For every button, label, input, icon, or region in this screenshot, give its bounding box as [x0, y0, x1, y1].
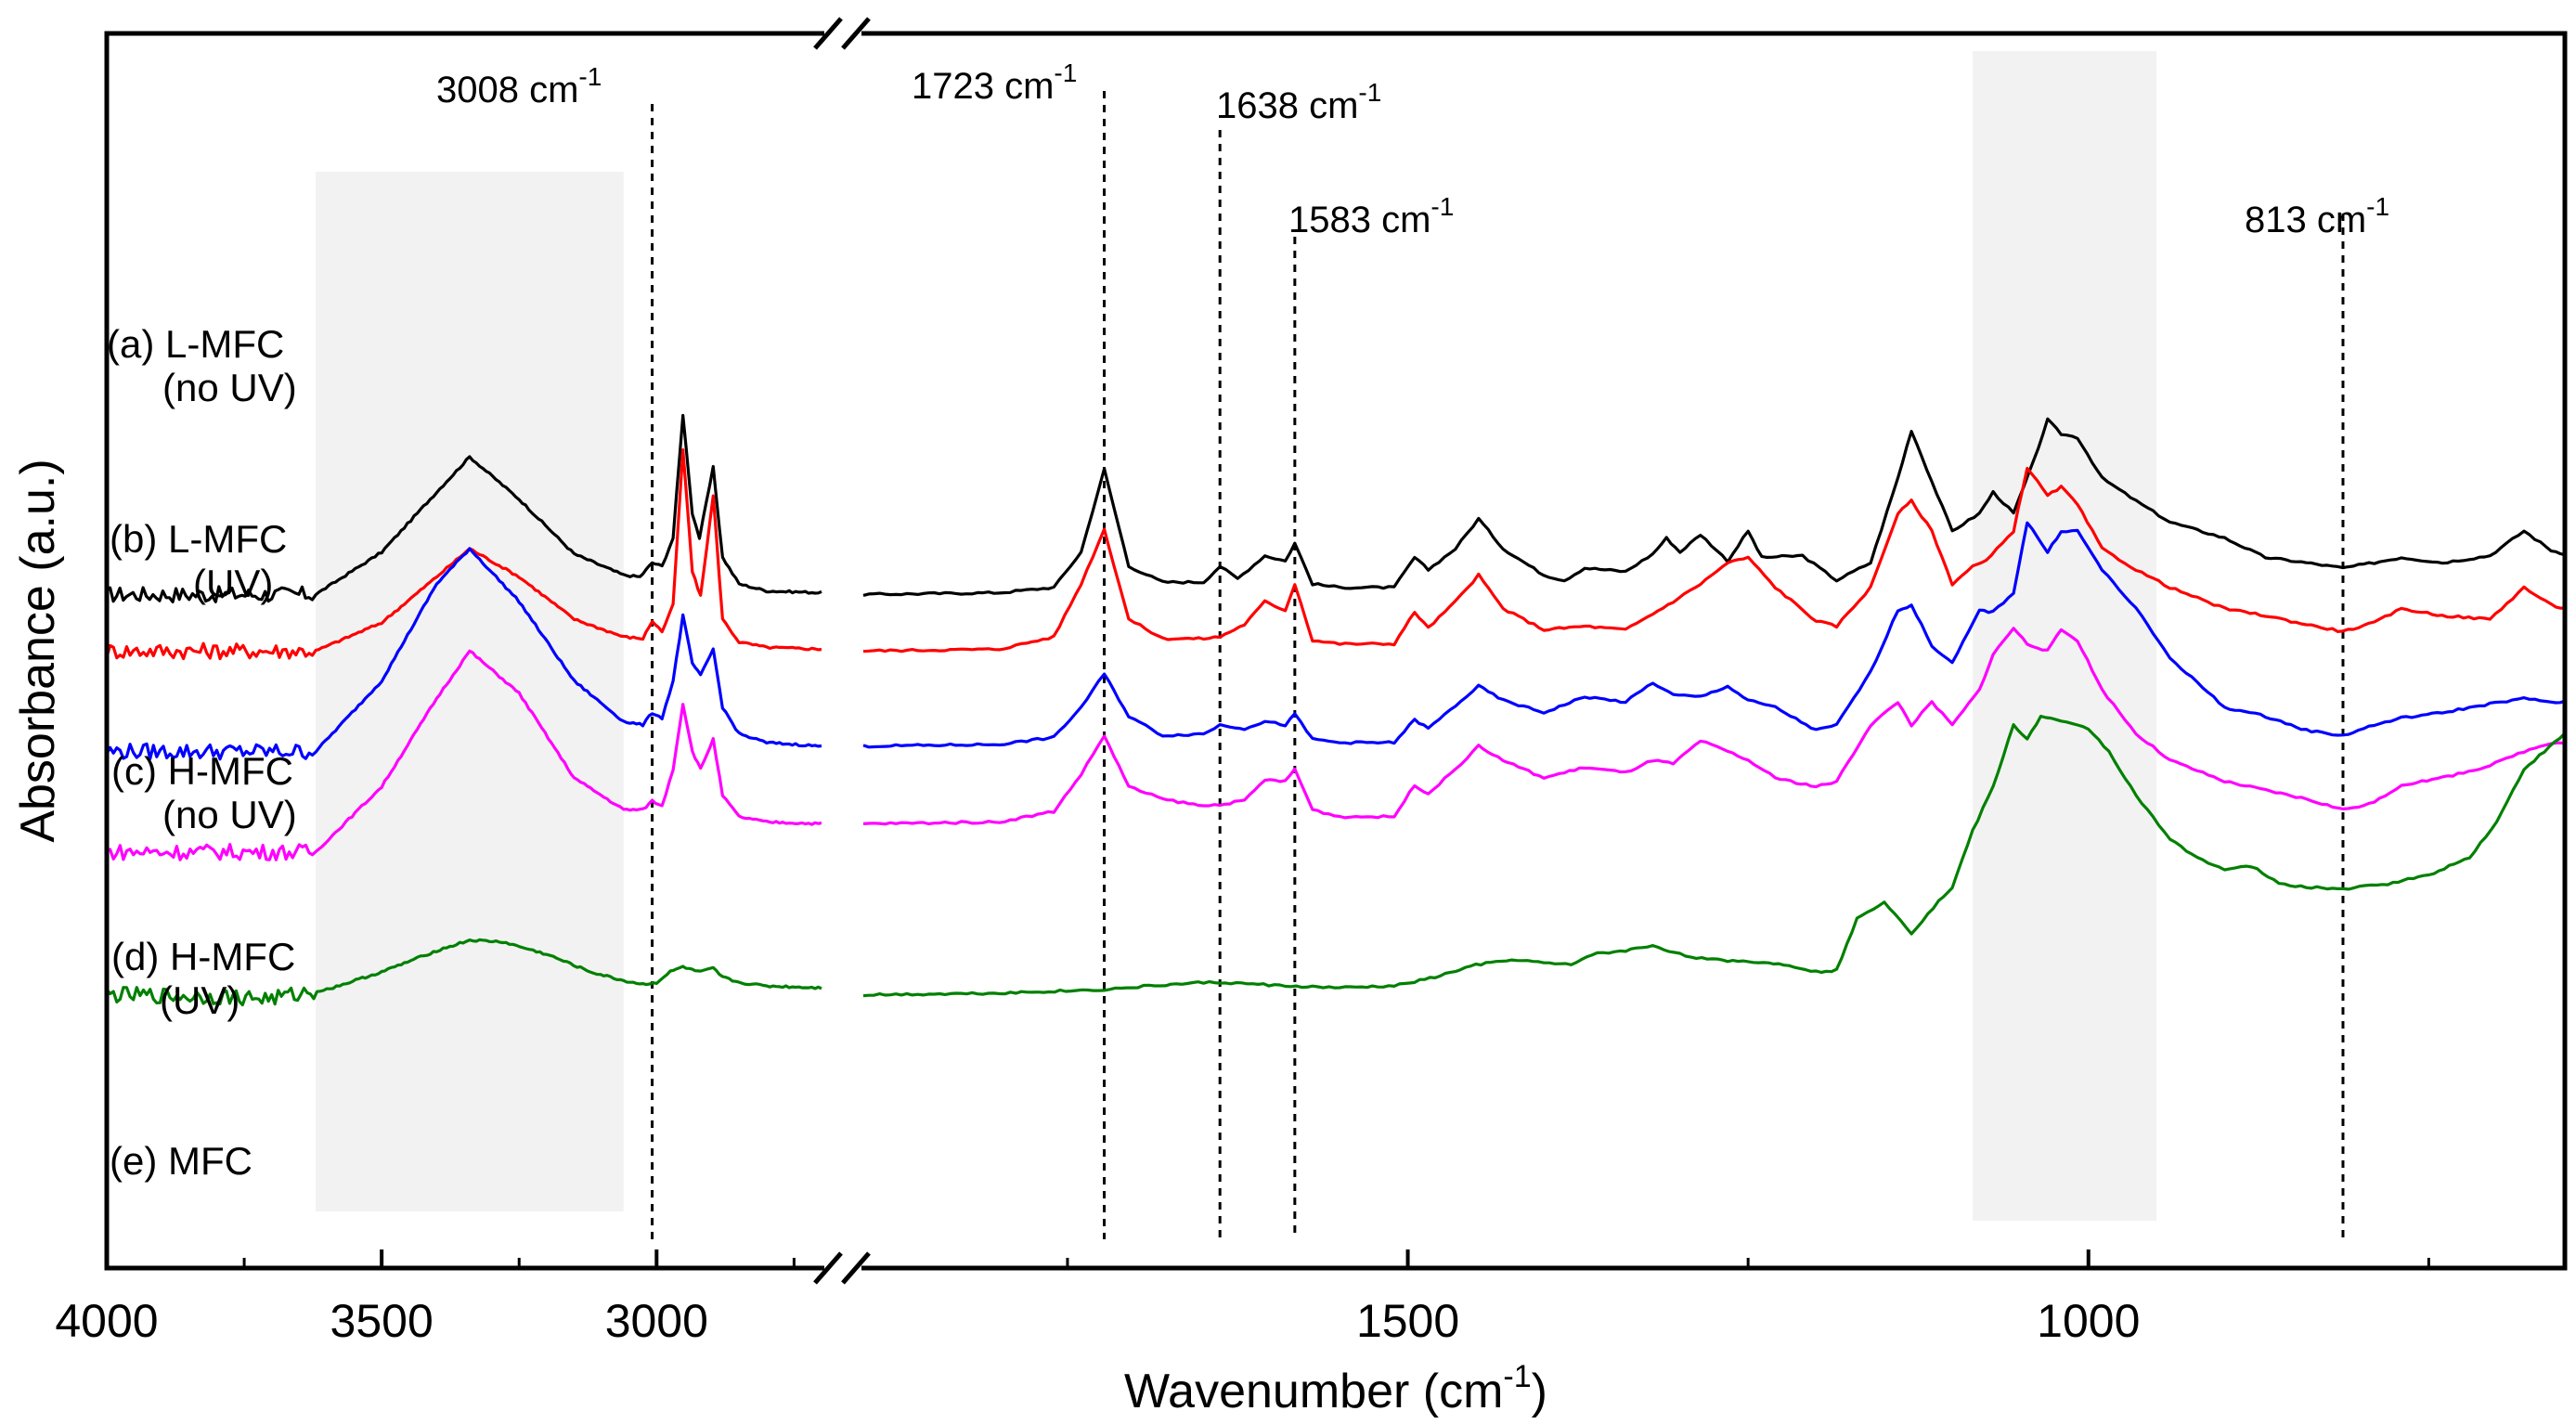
y-axis-title: Absorbance (a.u.) — [11, 459, 65, 842]
series-labels: (a) L-MFC(no UV)(b) L-MFC(UV)(c) H-MFC(n… — [107, 322, 297, 1183]
x-tick-label: 3000 — [605, 1295, 708, 1347]
axis-break-slash — [813, 17, 843, 50]
x-axis-title-main: Wavenumber (cm — [1124, 1365, 1503, 1418]
series-label: (b) L-MFC — [110, 517, 287, 561]
x-axis-title: Wavenumber (cm-1) — [1124, 1359, 1547, 1418]
x-axis-title-end: ) — [1532, 1365, 1547, 1418]
series-label: (a) L-MFC — [107, 322, 284, 366]
series-lines — [105, 413, 2567, 1007]
series-label-sub: (UV) — [193, 562, 273, 605]
series-label: (d) H-MFC — [111, 935, 295, 978]
x-tick-label: 3500 — [330, 1295, 434, 1347]
reference-label: 813 cm-1 — [2245, 192, 2389, 240]
reference-lines — [651, 91, 2345, 1239]
series-line — [862, 417, 2566, 597]
highlight-band — [316, 172, 624, 1211]
reference-label-main: 1583 cm — [1288, 200, 1430, 240]
series-line — [862, 466, 2566, 654]
series-label: (c) H-MFC — [111, 749, 293, 793]
series-label: (e) MFC — [110, 1139, 252, 1183]
series-line — [105, 938, 822, 1007]
reference-label-sup: -1 — [2366, 192, 2389, 221]
x-tick-label: 4000 — [55, 1295, 158, 1347]
x-tick-label: 1000 — [2037, 1295, 2140, 1347]
reference-label-main: 3008 cm — [436, 70, 578, 110]
series-label-sub: (no UV) — [162, 793, 297, 836]
axis-break-slash — [841, 1251, 871, 1285]
series-line — [105, 547, 822, 761]
series-line — [862, 627, 2566, 826]
reference-label: 1723 cm-1 — [912, 58, 1077, 107]
series-line — [862, 521, 2566, 749]
reference-label-sup: -1 — [1430, 192, 1454, 221]
x-ticks: 4000 3500 3000 1500 1000 — [55, 1249, 2430, 1347]
series-line — [106, 649, 822, 861]
series-line — [862, 715, 2567, 998]
x-tick-label: 1500 — [1356, 1295, 1459, 1347]
series-label-sub: (no UV) — [162, 366, 297, 409]
reference-label: 1638 cm-1 — [1216, 78, 1381, 126]
reference-label-sup: -1 — [1054, 58, 1077, 87]
reference-label: 3008 cm-1 — [436, 62, 602, 110]
plot-frame — [104, 31, 2568, 1271]
series-label-sub: (UV) — [160, 978, 239, 1022]
reference-label-main: 1638 cm — [1216, 85, 1358, 126]
x-axis-title-sup: -1 — [1503, 1359, 1531, 1394]
reference-label-main: 813 cm — [2245, 200, 2366, 240]
axis-break-slash — [813, 1251, 843, 1285]
reference-label-sup: -1 — [578, 62, 602, 91]
highlight-band — [1973, 51, 2157, 1221]
axis-break-marks — [813, 17, 871, 1285]
axis-break-slash — [841, 17, 871, 50]
highlight-bands — [316, 51, 2157, 1221]
reference-label-main: 1723 cm — [912, 66, 1054, 107]
reference-label-sup: -1 — [1358, 78, 1381, 107]
series-line — [106, 413, 822, 603]
reference-label: 1583 cm-1 — [1288, 192, 1454, 240]
